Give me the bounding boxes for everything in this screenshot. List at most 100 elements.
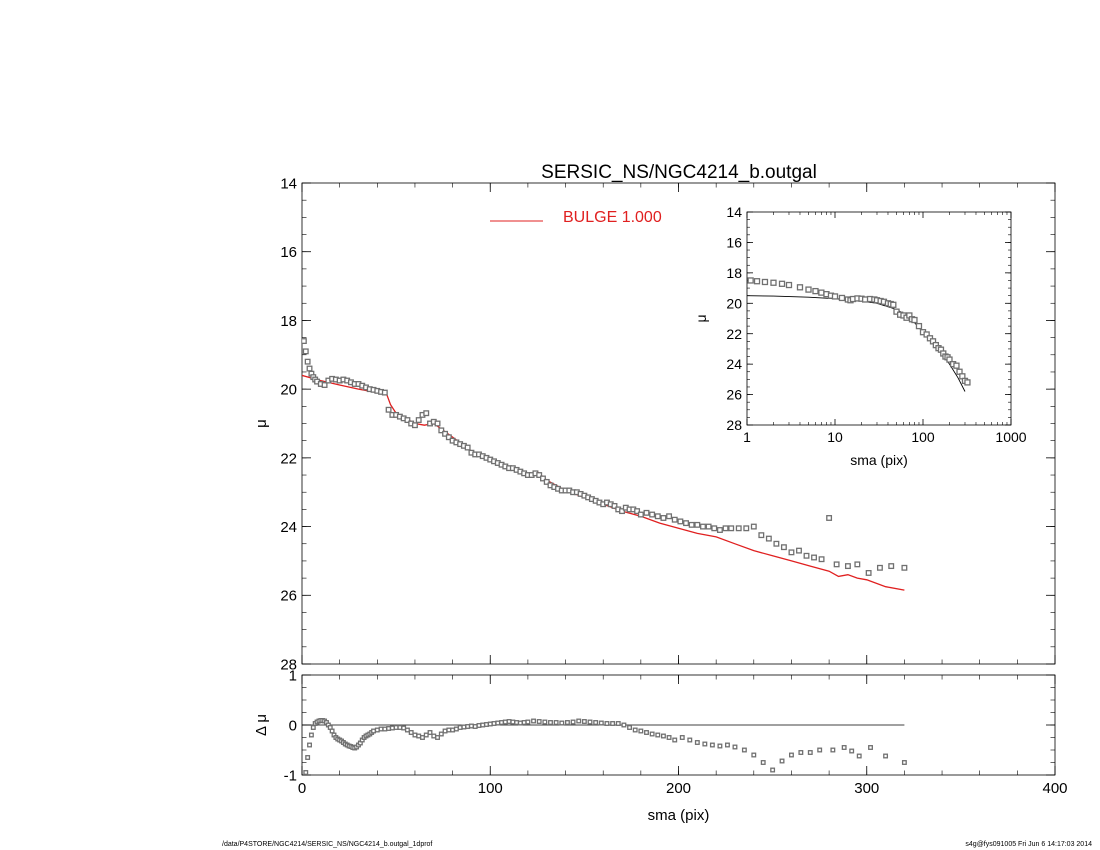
inset-chart: 1 10 100 1000 14 16 18 20 22 24 26 28 sma (pix) μ	[693, 204, 1027, 468]
residual-data-point	[431, 733, 437, 739]
residual-y-tick-label: 1	[289, 667, 297, 684]
residual-data-point	[598, 720, 604, 726]
chart-title: SERSIC_NS/NGC4214_b.outgal	[541, 162, 817, 183]
residual-data-point	[378, 726, 384, 732]
main-data-point	[671, 516, 678, 523]
inset-data-point	[747, 277, 754, 284]
residual-data-point	[702, 741, 708, 747]
main-y-tick-label: 20	[280, 382, 297, 399]
main-data-point	[788, 549, 795, 556]
residual-data-point	[679, 735, 685, 740]
residual-x-tick-label: 0	[298, 780, 306, 797]
residual-data-point	[446, 727, 452, 733]
main-data-point	[758, 532, 765, 539]
main-data-point	[844, 563, 851, 570]
residual-data-point	[453, 726, 459, 732]
residual-data-point	[760, 760, 766, 765]
residual-data-point	[741, 747, 747, 753]
residual-data-point	[849, 748, 855, 754]
residual-data-point	[593, 720, 599, 725]
main-data-point	[404, 417, 411, 424]
main-data-point	[423, 410, 430, 417]
main-y-tick-label: 24	[280, 519, 297, 536]
residual-y-tick-label: -1	[284, 767, 297, 784]
main-data-point	[306, 365, 313, 372]
residual-data-point	[559, 720, 565, 726]
residual-x-tick-label: 300	[854, 780, 879, 797]
main-data-point	[901, 564, 908, 571]
main-data-point	[666, 513, 673, 520]
residual-x-tick-label: 400	[1042, 780, 1067, 797]
residual-data-point	[841, 745, 847, 750]
main-data-point	[826, 515, 833, 521]
main-data-point	[688, 521, 695, 528]
legend-label: BULGE 1.000	[563, 209, 662, 226]
residual-data-point	[420, 735, 425, 740]
residual-data-point	[576, 718, 582, 724]
residual-data-point	[807, 750, 813, 755]
inset-data-point	[812, 287, 819, 295]
main-y-tick-label: 16	[280, 244, 297, 261]
inset-x-tick-label: 10	[827, 429, 843, 445]
inset-x-tick-label: 1	[743, 429, 751, 445]
residual-data-point	[487, 721, 493, 727]
residual-data-point	[495, 720, 501, 726]
residual-data-point	[770, 767, 776, 773]
residual-data-point	[536, 719, 542, 724]
residual-data-point	[779, 758, 785, 764]
inset-data-point	[831, 293, 839, 300]
inset-y-tick-label: 24	[726, 356, 742, 372]
inset-data-point	[838, 294, 846, 302]
main-data-point	[611, 503, 618, 509]
inset-y-tick-label: 26	[726, 387, 742, 403]
inset-data-point	[953, 362, 960, 369]
footer-left: /data/P4STORE/NGC4214/SERSIC_NS/NGC4214_…	[222, 841, 433, 848]
main-data-point	[750, 523, 757, 530]
residual-data-point	[672, 737, 678, 743]
main-data-point	[677, 518, 684, 525]
residual-data-point	[570, 719, 576, 725]
residual-data-point	[435, 735, 440, 740]
main-y-tick-label: 14	[280, 175, 297, 192]
residual-data-point	[553, 720, 559, 725]
inset-data-point	[915, 322, 923, 330]
main-data-point	[543, 478, 550, 485]
residual-data-point	[389, 725, 395, 731]
residual-data-point	[649, 731, 655, 737]
residual-y-axis-label: Δ μ	[253, 714, 270, 736]
footer-right: s4g@fys091005 Fri Jun 6 14:17:03 2014	[965, 841, 1092, 848]
inset-plot-area	[747, 277, 971, 392]
residual-data-point	[587, 719, 593, 725]
residual-data-point	[666, 735, 672, 740]
main-data-point	[619, 508, 625, 515]
main-y-tick-label: 26	[280, 588, 297, 605]
inset-data-point	[805, 286, 812, 293]
main-data-point	[833, 561, 840, 568]
main-data-point	[700, 523, 706, 530]
main-y-axis-label: μ	[253, 419, 270, 428]
main-data-point	[304, 358, 311, 365]
residual-data-point	[789, 752, 794, 758]
residual-data-point	[615, 721, 621, 726]
inset-data-point	[911, 316, 918, 324]
main-y-tick-label: 28	[280, 656, 297, 673]
residual-data-point	[655, 732, 661, 738]
residual-data-point	[499, 720, 504, 725]
main-data-point	[780, 544, 787, 551]
residual-data-point	[717, 743, 723, 749]
residual-data-point	[581, 719, 587, 724]
main-data-point	[411, 422, 418, 429]
main-data-point	[536, 472, 543, 478]
residual-data-point	[472, 724, 478, 729]
main-data-point	[722, 525, 729, 532]
residual-data-point	[517, 720, 523, 726]
residual-data-point	[442, 728, 448, 734]
residual-data-point	[465, 724, 471, 729]
residual-data-point	[468, 723, 474, 729]
residual-data-point	[371, 728, 376, 734]
residual-data-point	[480, 722, 486, 728]
residual-data-point	[525, 719, 531, 725]
main-data-point	[654, 513, 661, 520]
inset-data-point	[923, 331, 930, 338]
